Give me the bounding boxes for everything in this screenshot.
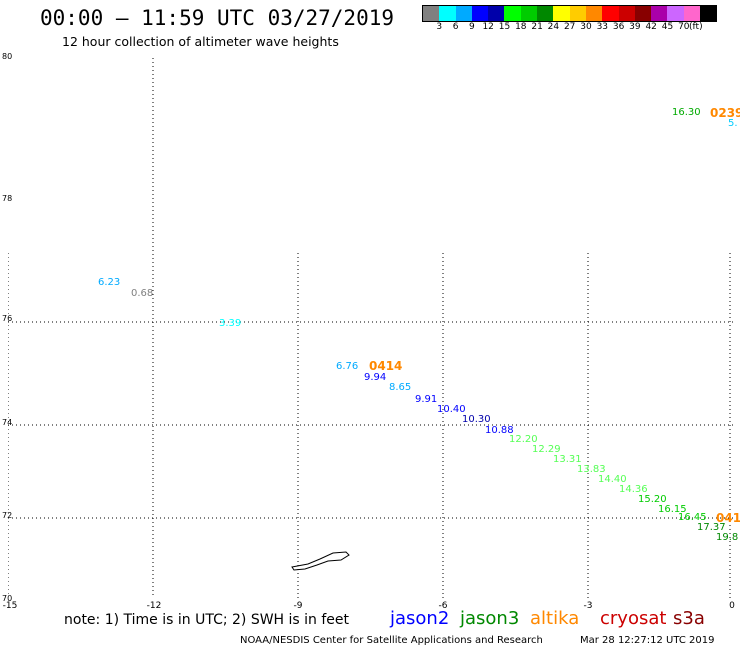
- lat-label: 70: [2, 594, 13, 603]
- color-scale-cell: [651, 6, 668, 21]
- color-scale-bar: [422, 5, 718, 22]
- swh-observation: 12.29: [532, 444, 561, 455]
- color-scale-label: 27: [563, 22, 576, 32]
- color-scale-label: 30: [580, 22, 592, 32]
- color-scale-label: 21: [531, 22, 543, 32]
- color-scale-cell: [602, 6, 619, 21]
- swh-observation: 6.23: [98, 277, 121, 288]
- color-scale-label: 42: [645, 22, 657, 32]
- pass-time-label: 041: [716, 511, 740, 525]
- color-scale-cell: [585, 6, 603, 21]
- color-scale-label: 33: [596, 22, 609, 32]
- color-scale-label: 70: [678, 22, 690, 32]
- color-scale-cell: [455, 6, 472, 21]
- swh-observation: 5.: [728, 118, 738, 129]
- legend-cryosat: cryosat: [600, 608, 667, 629]
- swh-observation: 9.94: [364, 372, 387, 383]
- legend-jason3: jason3: [460, 608, 520, 629]
- swh-observation: 16.45: [678, 512, 707, 523]
- color-scale-cell: [423, 6, 440, 21]
- color-scale-cell: [439, 6, 456, 21]
- legend-note: note: 1) Time is in UTC; 2) SWH is in fe…: [64, 612, 350, 628]
- swh-observation: 14.40: [598, 474, 627, 485]
- pass-time-label: 0414: [369, 359, 403, 373]
- lon-label: -3: [583, 601, 593, 611]
- lat-label: 74: [2, 418, 13, 427]
- swh-observation: 15.20: [638, 494, 667, 505]
- page-subtitle: 12 hour collection of altimeter wave hei…: [62, 34, 339, 49]
- lat-label: 72: [2, 511, 13, 520]
- map-plot: [8, 58, 733, 598]
- swh-observation: 16.15: [658, 504, 687, 515]
- lon-label: -6: [438, 601, 448, 611]
- swh-observation: 13.31: [553, 454, 582, 465]
- color-scale-label: 6: [452, 22, 459, 32]
- lat-label: 80: [2, 52, 13, 61]
- color-scale-label: 3: [436, 22, 443, 32]
- pass-time-label: 0239: [710, 106, 740, 120]
- swh-observation: 10.88: [485, 425, 514, 436]
- color-scale-cell: [553, 6, 570, 21]
- lon-label: -15: [2, 601, 18, 611]
- color-scale-cell: [700, 6, 717, 21]
- swh-observation: 6.76: [336, 361, 359, 372]
- swh-observation: 12.20: [509, 434, 538, 445]
- lon-label: -12: [146, 601, 162, 611]
- color-scale-cell: [683, 6, 701, 21]
- legend-s3a: s3a: [673, 608, 705, 629]
- color-scale-cell: [537, 6, 554, 21]
- color-scale-cell: [471, 6, 489, 21]
- footer-source: NOAA/NESDIS Center for Satellite Applica…: [240, 635, 543, 646]
- swh-observation: 0.68: [131, 288, 154, 299]
- color-scale-cell: [488, 6, 505, 21]
- swh-observation: 9.91: [415, 394, 438, 405]
- lat-label: 78: [2, 194, 13, 203]
- color-scale-label: (ft): [689, 22, 703, 32]
- swh-observation: 17.37: [697, 522, 726, 533]
- swh-observation: 14.36: [619, 484, 648, 495]
- color-scale-label: 24: [547, 22, 560, 32]
- swh-observation: 3.39: [219, 318, 242, 329]
- page-title: 00:00 – 11:59 UTC 03/27/2019: [40, 6, 395, 30]
- swh-observation: 8.65: [389, 382, 412, 393]
- swh-observation: 19.8: [716, 532, 739, 543]
- color-scale-label: 45: [661, 22, 674, 32]
- swh-observation: 13.83: [577, 464, 606, 475]
- color-scale-label: 15: [498, 22, 511, 32]
- color-scale-cell: [618, 6, 635, 21]
- color-scale-cell: [569, 6, 586, 21]
- island-outline: [291, 551, 350, 571]
- color-scale-label: 12: [482, 22, 494, 32]
- lon-label: 0: [729, 601, 735, 611]
- swh-observation: 16.30: [672, 107, 701, 118]
- color-scale-label: 39: [629, 22, 641, 32]
- color-scale-cell: [520, 6, 538, 21]
- color-scale-label: 9: [469, 22, 475, 32]
- color-scale-label: 18: [515, 22, 527, 32]
- footer-timestamp: Mar 28 12:27:12 UTC 2019: [580, 635, 715, 646]
- legend-altika: altika: [530, 608, 580, 629]
- color-scale-cell: [667, 6, 684, 21]
- color-scale-cell: [504, 6, 521, 21]
- lat-label: 76: [2, 314, 13, 323]
- color-scale-label: 36: [612, 22, 625, 32]
- lon-label: -9: [293, 601, 303, 611]
- legend-jason2: jason2: [390, 608, 450, 629]
- swh-observation: 10.30: [462, 414, 491, 425]
- color-scale-cell: [634, 6, 652, 21]
- swh-observation: 10.40: [437, 404, 466, 415]
